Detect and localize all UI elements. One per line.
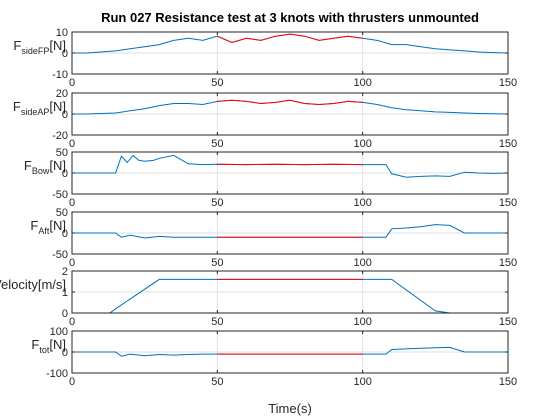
y-label-subscript: Bow (32, 166, 50, 176)
y-label-unit: [N] (49, 38, 66, 53)
x-tick-label: 0 (69, 77, 75, 89)
y-axis-label: FsideAP[N] (13, 99, 66, 117)
y-tick-label: -20 (52, 130, 68, 142)
x-tick-label: 150 (499, 77, 517, 89)
x-tick-label: 100 (353, 257, 371, 269)
x-tick-label: 150 (499, 257, 517, 269)
x-tick-label: 0 (69, 316, 75, 328)
y-label-main: F (13, 38, 21, 53)
y-tick-label: -50 (52, 249, 68, 261)
y-tick-label: 100 (50, 326, 68, 338)
y-label-main: Vessel Velocity (0, 277, 38, 292)
y-label-unit: [N] (49, 99, 66, 114)
y-label-subscript: tot (39, 345, 50, 355)
y-label-main: F (24, 158, 32, 173)
x-tick-label: 50 (211, 197, 223, 209)
y-axis-label: Vessel Velocity[m/s] (0, 277, 66, 292)
y-tick-label: 0 (62, 228, 68, 240)
x-tick-label: 0 (69, 138, 75, 150)
y-tick-label: 2 (62, 266, 68, 278)
series-highlight-line (217, 99, 363, 106)
y-tick-label: 0 (62, 168, 68, 180)
x-tick-label: 100 (353, 138, 371, 150)
x-tick-label: 0 (69, 197, 75, 209)
chart-title: Run 027 Resistance test at 3 knots with … (101, 10, 479, 25)
x-tick-label: 150 (499, 197, 517, 209)
y-tick-label: 10 (56, 27, 68, 39)
x-axis-label: Time(s) (268, 401, 312, 416)
x-tick-label: 50 (211, 77, 223, 89)
y-label-subscript: sideAP (21, 107, 50, 117)
y-axis-label: FAft[N] (30, 218, 66, 236)
x-tick-label: 0 (69, 376, 75, 388)
y-label-unit: [N] (49, 158, 66, 173)
y-label-unit: [N] (49, 337, 66, 352)
y-tick-label: 1 (62, 287, 68, 299)
x-tick-label: 50 (211, 376, 223, 388)
x-tick-label: 150 (499, 316, 517, 328)
x-tick-label: 150 (499, 376, 517, 388)
y-label-main: F (30, 218, 38, 233)
y-label-main: F (13, 99, 21, 114)
y-label-unit: [N] (49, 218, 66, 233)
y-tick-label: 50 (56, 207, 68, 219)
y-tick-label: 20 (56, 88, 68, 100)
y-tick-label: 0 (62, 109, 68, 121)
y-tick-label: -10 (52, 69, 68, 81)
x-tick-label: 100 (353, 197, 371, 209)
y-tick-label: -50 (52, 189, 68, 201)
x-tick-label: 100 (353, 77, 371, 89)
y-tick-label: 0 (62, 308, 68, 320)
x-tick-label: 50 (211, 316, 223, 328)
y-label-unit: [m/s] (38, 277, 66, 292)
x-tick-label: 50 (211, 138, 223, 150)
x-tick-label: 100 (353, 316, 371, 328)
x-tick-label: 50 (211, 257, 223, 269)
y-axis-label: FBow[N] (24, 158, 66, 176)
subplot-5: 050100150012Vessel Velocity[m/s] (0, 266, 517, 328)
y-axis-label: FsideFP[N] (13, 38, 66, 56)
y-tick-label: 50 (56, 147, 68, 159)
x-tick-label: 150 (499, 138, 517, 150)
y-tick-label: -100 (46, 368, 68, 380)
y-label-subscript: sideFP (21, 46, 49, 56)
x-tick-label: 0 (69, 257, 75, 269)
y-label-main: F (31, 337, 39, 352)
y-axis-label: Ftot[N] (31, 337, 66, 355)
y-label-subscript: Aft (38, 226, 50, 236)
series-highlight-line (217, 33, 363, 44)
y-tick-label: 0 (62, 347, 68, 359)
y-tick-label: 0 (62, 48, 68, 60)
x-tick-label: 100 (353, 376, 371, 388)
